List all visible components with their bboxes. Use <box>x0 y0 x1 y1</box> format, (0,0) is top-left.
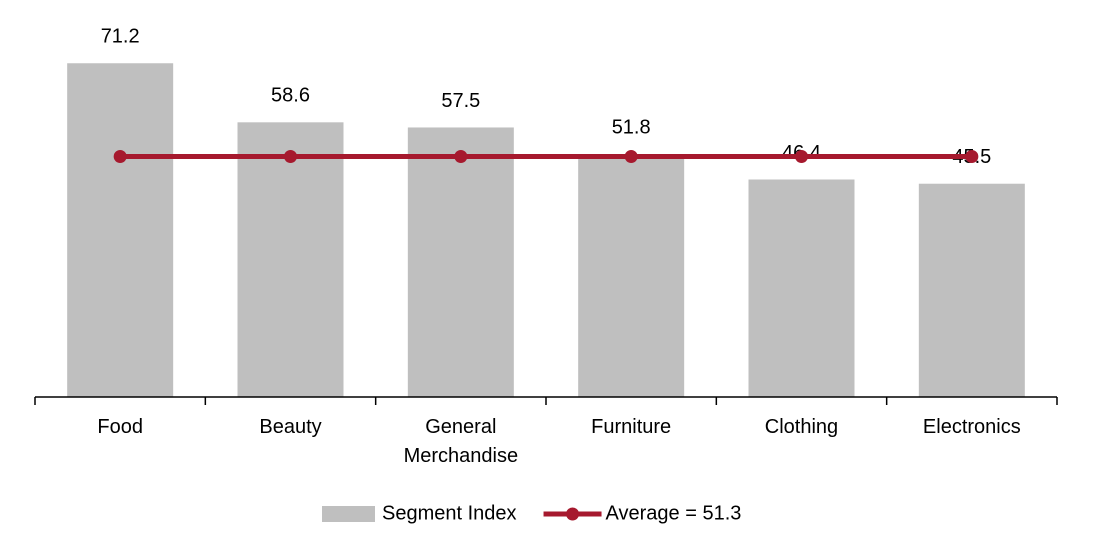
data-label: 71.2 <box>101 26 140 48</box>
legend-label: Average = 51.3 <box>606 502 742 524</box>
x-tick-label: Electronics <box>922 416 1021 438</box>
line-marker <box>113 150 127 164</box>
data-label: 58.6 <box>271 85 310 107</box>
x-tick-label: Furniture <box>591 416 672 438</box>
bar <box>237 122 344 397</box>
x-tick-label: Food <box>97 416 143 438</box>
x-tick-label: Clothing <box>764 416 839 438</box>
bar <box>918 183 1025 397</box>
bar <box>748 179 855 397</box>
data-label: 51.8 <box>612 116 651 138</box>
legend-swatch <box>322 506 375 522</box>
legend-marker <box>566 507 580 521</box>
x-tick-label: Beauty <box>259 416 322 438</box>
x-tick-label: General Merchandise <box>403 416 519 467</box>
data-label: 57.5 <box>441 90 480 112</box>
line-marker <box>965 150 979 164</box>
bar <box>407 127 514 397</box>
legend-label: Segment Index <box>382 502 517 524</box>
bar <box>578 154 685 397</box>
bar <box>67 63 174 397</box>
line-marker <box>624 150 638 164</box>
line-marker <box>454 150 468 164</box>
line-marker <box>795 150 808 164</box>
line-marker <box>284 150 297 164</box>
